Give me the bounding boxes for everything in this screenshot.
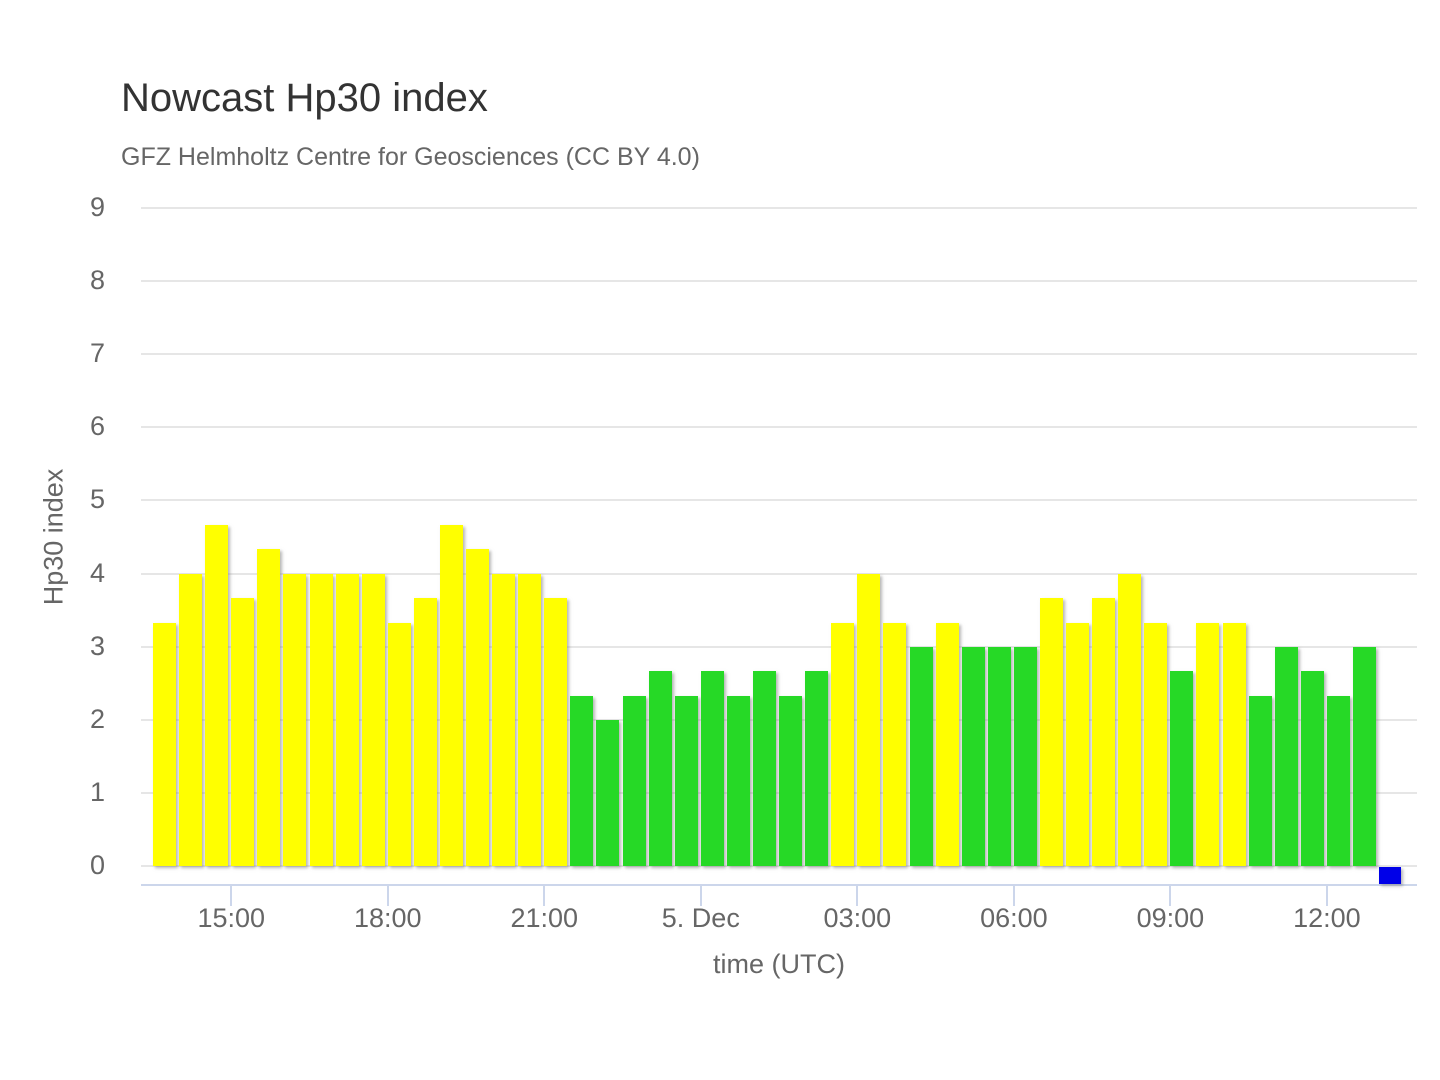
hp30-bar <box>648 670 672 866</box>
hp30-bar <box>1196 622 1220 866</box>
chart-subtitle: GFZ Helmholtz Centre for Geosciences (CC… <box>121 143 700 171</box>
hp30-bar <box>1353 646 1376 866</box>
hp30-bar <box>1326 695 1350 866</box>
gridline-y-0 <box>141 865 1417 867</box>
y-tick-label-8: 8 <box>89 265 105 296</box>
x-tick-label-03-00: 03:00 <box>823 903 892 933</box>
x-tick-15-00 <box>230 886 233 906</box>
hp30-bar <box>596 719 620 866</box>
hp30-bar <box>726 695 750 866</box>
gridline-y-5 <box>141 499 1417 502</box>
x-tick-18-00 <box>386 886 389 906</box>
hp30-bar <box>831 622 855 866</box>
x-tick-12-00 <box>1325 886 1328 906</box>
plot-area <box>141 207 1417 886</box>
hp30-bar <box>753 670 776 866</box>
gridline-y-4 <box>141 572 1417 575</box>
gridline-y-6 <box>141 426 1417 429</box>
chart-title: Nowcast Hp30 index <box>121 76 488 120</box>
x-tick-21-00 <box>543 886 546 906</box>
hp30-bar <box>518 573 542 866</box>
x-tick-label-5-Dec: 5. Dec <box>661 903 740 933</box>
hp30-bar <box>283 573 307 866</box>
x-tick-06-00 <box>1012 886 1015 906</box>
y-tick-label-9: 9 <box>89 192 105 222</box>
hp30-bar <box>153 622 176 866</box>
y-tick-label-3: 3 <box>89 630 105 661</box>
x-tick-03-00 <box>856 886 859 906</box>
hp30-bar <box>1066 622 1090 866</box>
x-tick-label-06-00: 06:00 <box>980 903 1048 933</box>
current-interval-marker <box>1379 867 1402 884</box>
hp30-bar <box>439 524 463 866</box>
hp30-bar <box>987 646 1011 866</box>
hp30-bar <box>335 573 359 866</box>
hp30-bar <box>805 670 829 866</box>
y-tick-label-4: 4 <box>89 557 105 588</box>
hp30-bar <box>1013 646 1037 866</box>
hp30-bar <box>179 573 203 866</box>
hp30-bar <box>1170 670 1194 866</box>
hp30-bar <box>883 622 907 866</box>
x-tick-label-15-00: 15:00 <box>197 903 266 933</box>
hp30-bar <box>857 573 881 866</box>
hp30-bar <box>413 597 437 866</box>
x-tick-label-09-00: 09:00 <box>1136 903 1205 933</box>
x-tick-label-21-00: 21:00 <box>510 903 579 933</box>
hp30-bar <box>231 597 255 866</box>
gridline-y-7 <box>141 353 1417 356</box>
hp30-bar <box>1300 670 1324 866</box>
gridline-y-1 <box>141 791 1417 794</box>
x-tick-09-00 <box>1169 886 1172 906</box>
hp30-bar <box>700 670 724 866</box>
hp30-bar <box>570 695 594 866</box>
y-tick-label-7: 7 <box>89 338 105 369</box>
y-tick-label-2: 2 <box>89 703 105 734</box>
hp30-bar <box>622 695 646 866</box>
hp30-bar <box>674 695 698 866</box>
hp30-bar <box>779 695 803 866</box>
gridline-y-3 <box>141 645 1417 648</box>
hp30-bar <box>544 597 568 866</box>
hp30-bar <box>1092 597 1116 866</box>
y-tick-label-6: 6 <box>89 411 105 442</box>
y-tick-label-5: 5 <box>89 484 105 515</box>
hp30-bar <box>1144 622 1168 866</box>
hp30-bar <box>205 524 229 866</box>
y-tick-label-1: 1 <box>89 776 105 807</box>
hp30-bar <box>909 646 933 866</box>
y-tick-label-0: 0 <box>89 850 105 880</box>
hp30-bar <box>1118 573 1142 866</box>
hp30-bar <box>466 549 490 866</box>
hp30-bar <box>1222 622 1246 866</box>
hp30-bar <box>961 646 985 866</box>
x-tick-5-Dec <box>699 886 702 906</box>
x-tick-label-12-00: 12:00 <box>1293 903 1361 933</box>
hp30-bar <box>1039 597 1063 866</box>
hp30-bar <box>935 622 959 866</box>
hp30-bar <box>1248 695 1272 866</box>
hp30-bar <box>257 549 281 866</box>
hp30-bar <box>492 573 516 866</box>
x-axis-title: time (UTC) <box>713 949 845 979</box>
gridline-y-9 <box>141 207 1417 210</box>
hp30-bar <box>361 573 385 866</box>
hp30-bar <box>309 573 333 866</box>
x-tick-label-18-00: 18:00 <box>353 903 422 933</box>
hp30-bar <box>1274 646 1298 866</box>
gridline-y-2 <box>141 718 1417 721</box>
hp30-bar <box>387 622 411 866</box>
gridline-y-8 <box>141 280 1417 283</box>
